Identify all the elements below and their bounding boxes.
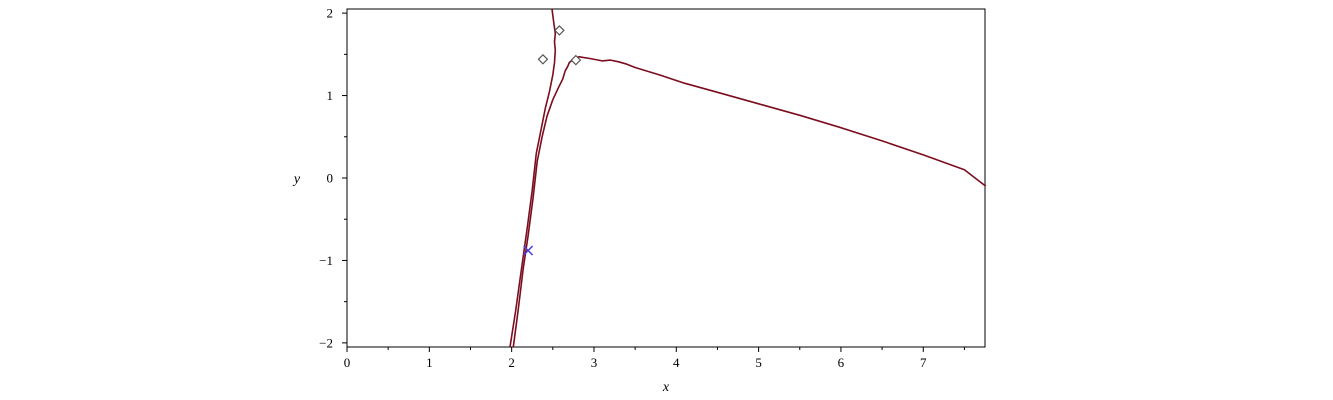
x-tick-label: 6 xyxy=(838,355,845,370)
x-tick-label: 5 xyxy=(755,355,762,370)
y-tick-label: −1 xyxy=(319,253,333,268)
x-axis-label: x xyxy=(662,380,670,395)
curve-2 xyxy=(512,55,987,348)
y-tick-label: 0 xyxy=(327,171,334,186)
plot-frame xyxy=(346,8,986,348)
marker-layer xyxy=(523,25,582,256)
y-axis-label: y xyxy=(292,172,301,187)
x-tick-label: 3 xyxy=(591,355,598,370)
y-axis: −2 −1 0 1 2 xyxy=(319,6,347,350)
y-tick-label: 2 xyxy=(327,6,334,21)
diamond-marker xyxy=(554,25,565,36)
curve-1 xyxy=(509,8,557,348)
x-tick-label: 2 xyxy=(508,355,515,370)
cross-marker xyxy=(523,245,534,256)
diamond-marker xyxy=(537,53,549,65)
x-tick-label: 1 xyxy=(426,355,433,370)
y-tick-label: 1 xyxy=(327,88,334,103)
x-axis: 0 1 2 3 4 5 6 7 xyxy=(344,347,965,370)
series-layer xyxy=(509,8,987,348)
x-tick-label: 0 xyxy=(344,355,351,370)
diamond-marker xyxy=(570,54,582,66)
x-tick-label: 4 xyxy=(673,355,680,370)
y-tick-label: −2 xyxy=(319,335,333,350)
x-tick-label: 7 xyxy=(920,355,927,370)
